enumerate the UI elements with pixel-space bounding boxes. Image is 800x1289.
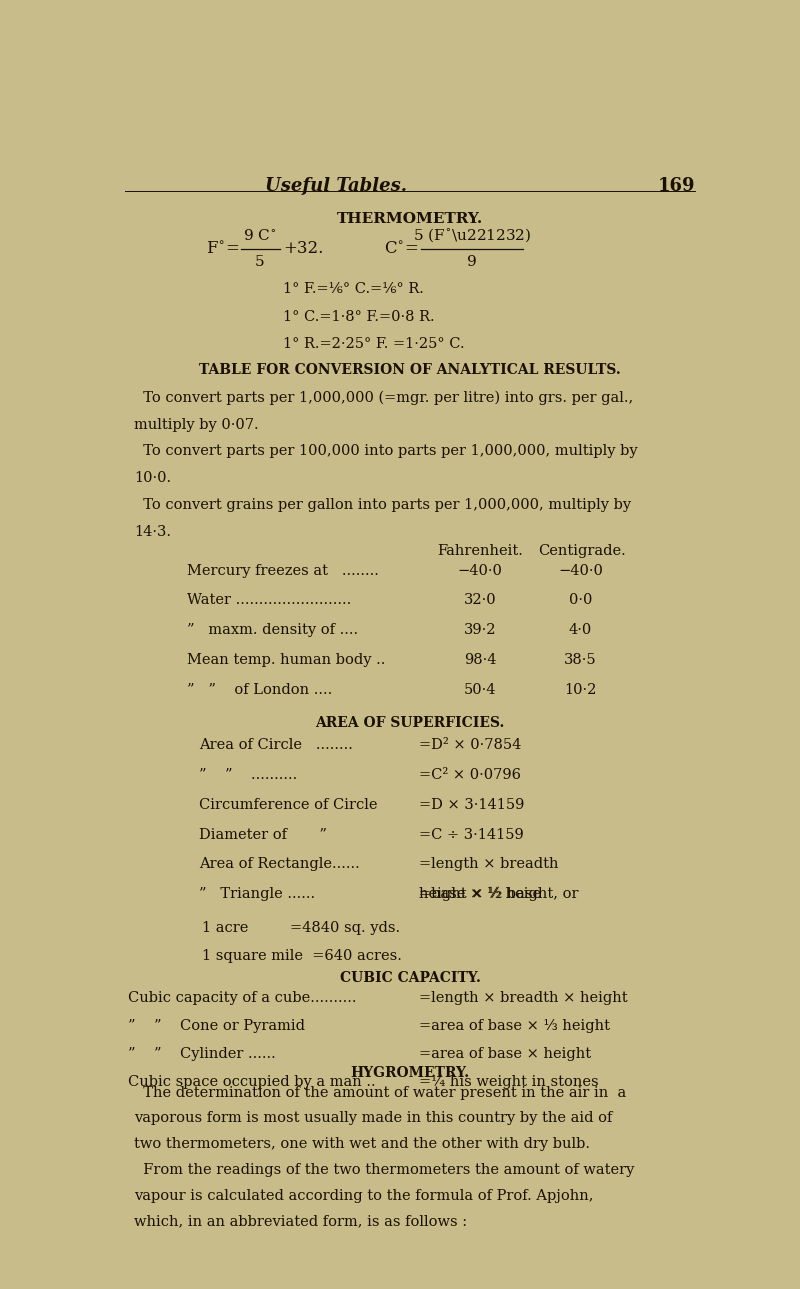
Text: =D × 3·14159: =D × 3·14159 xyxy=(419,798,525,812)
Text: 1 acre         =4840 sq. yds.: 1 acre =4840 sq. yds. xyxy=(202,920,401,935)
Text: =area of base × ⅓ height: =area of base × ⅓ height xyxy=(419,1020,610,1034)
Text: Useful Tables.: Useful Tables. xyxy=(265,177,406,195)
Text: Fahrenheit.: Fahrenheit. xyxy=(437,544,523,558)
Text: ”    ”    Cylinder ......: ” ” Cylinder ...... xyxy=(128,1047,276,1061)
Text: 50·4: 50·4 xyxy=(464,683,496,697)
Text: 14·3.: 14·3. xyxy=(134,525,171,539)
Text: ”    ”    ..........: ” ” .......... xyxy=(199,768,298,782)
Text: 5 (F$^{\circ}$\u221232): 5 (F$^{\circ}$\u221232) xyxy=(413,227,531,244)
Text: 38·5: 38·5 xyxy=(564,654,597,666)
Text: Circumference of Circle: Circumference of Circle xyxy=(199,798,378,812)
Text: 1° F.=⅙° C.=⅙° R.: 1° F.=⅙° C.=⅙° R. xyxy=(283,282,424,295)
Text: 32·0: 32·0 xyxy=(464,593,496,607)
Text: +32.: +32. xyxy=(283,241,323,258)
Text: −40·0: −40·0 xyxy=(458,563,502,577)
Text: =length × breadth: =length × breadth xyxy=(419,857,558,871)
Text: 9 C$^{\circ}$: 9 C$^{\circ}$ xyxy=(243,228,277,244)
Text: which, in an abbreviated form, is as follows :: which, in an abbreviated form, is as fol… xyxy=(134,1214,467,1228)
Text: CUBIC CAPACITY.: CUBIC CAPACITY. xyxy=(339,971,481,985)
Text: 1 square mile  =640 acres.: 1 square mile =640 acres. xyxy=(202,949,402,963)
Text: Mean temp. human body ..: Mean temp. human body .. xyxy=(187,654,385,666)
Text: =C² × 0·0796: =C² × 0·0796 xyxy=(419,768,522,782)
Text: 4·0: 4·0 xyxy=(569,623,592,637)
Text: TABLE FOR CONVERSION OF ANALYTICAL RESULTS.: TABLE FOR CONVERSION OF ANALYTICAL RESUL… xyxy=(199,363,621,378)
Text: To convert parts per 1,000,000 (=mgr. per litre) into grs. per gal.,: To convert parts per 1,000,000 (=mgr. pe… xyxy=(134,391,634,405)
Text: AREA OF SUPERFICIES.: AREA OF SUPERFICIES. xyxy=(315,717,505,731)
Text: Water .........................: Water ......................... xyxy=(187,593,351,607)
Text: Centigrade.: Centigrade. xyxy=(538,544,626,558)
Text: vapour is calculated according to the formula of Prof. Apjohn,: vapour is calculated according to the fo… xyxy=(134,1188,594,1203)
Text: −40·0: −40·0 xyxy=(558,563,603,577)
Text: height × ½ base: height × ½ base xyxy=(419,887,542,901)
Text: 98·4: 98·4 xyxy=(464,654,496,666)
Text: =¼ his weight in stones: =¼ his weight in stones xyxy=(419,1075,599,1089)
Text: 9: 9 xyxy=(467,255,477,269)
Text: ”   ”    of London ....: ” ” of London .... xyxy=(187,683,332,697)
Text: From the readings of the two thermometers the amount of watery: From the readings of the two thermometer… xyxy=(134,1163,634,1177)
Text: =area of base × height: =area of base × height xyxy=(419,1047,591,1061)
Text: 39·2: 39·2 xyxy=(464,623,496,637)
Text: two thermometers, one with wet and the other with dry bulb.: two thermometers, one with wet and the o… xyxy=(134,1137,590,1151)
Text: Area of Circle   ........: Area of Circle ........ xyxy=(199,739,353,753)
Text: 0·0: 0·0 xyxy=(569,593,592,607)
Text: 169: 169 xyxy=(658,177,695,195)
Text: Cubic space occupied by a man ..: Cubic space occupied by a man .. xyxy=(128,1075,375,1089)
Text: =length × breadth × height: =length × breadth × height xyxy=(419,991,628,1005)
Text: Diameter of       ”: Diameter of ” xyxy=(199,828,327,842)
Text: vaporous form is most usually made in this country by the aid of: vaporous form is most usually made in th… xyxy=(134,1111,613,1125)
Text: Area of Rectangle......: Area of Rectangle...... xyxy=(199,857,360,871)
Text: =C ÷ 3·14159: =C ÷ 3·14159 xyxy=(419,828,524,842)
Text: To convert grains per gallon into parts per 1,000,000, multiply by: To convert grains per gallon into parts … xyxy=(134,498,631,512)
Text: ”   maxm. density of ....: ” maxm. density of .... xyxy=(187,623,358,637)
Text: ”   Triangle ......: ” Triangle ...... xyxy=(199,887,315,901)
Text: The determination of the amount of water present in the air in  a: The determination of the amount of water… xyxy=(134,1085,626,1100)
Text: HYGROMETRY.: HYGROMETRY. xyxy=(350,1066,470,1080)
Text: =base × ½ height, or: =base × ½ height, or xyxy=(419,887,578,901)
Text: To convert parts per 100,000 into parts per 1,000,000, multiply by: To convert parts per 100,000 into parts … xyxy=(134,445,638,459)
Text: Cubic capacity of a cube..........: Cubic capacity of a cube.......... xyxy=(128,991,357,1005)
Text: 1° R.=2·25° F. =1·25° C.: 1° R.=2·25° F. =1·25° C. xyxy=(283,338,465,352)
Text: THERMOMETRY.: THERMOMETRY. xyxy=(337,213,483,227)
Text: 5: 5 xyxy=(255,255,265,269)
Text: 10·2: 10·2 xyxy=(564,683,597,697)
Text: Mercury freezes at   ........: Mercury freezes at ........ xyxy=(187,563,378,577)
Text: multiply by 0·07.: multiply by 0·07. xyxy=(134,418,258,432)
Text: =D² × 0·7854: =D² × 0·7854 xyxy=(419,739,522,753)
Text: 10·0.: 10·0. xyxy=(134,472,171,485)
Text: ”    ”    Cone or Pyramid: ” ” Cone or Pyramid xyxy=(128,1020,305,1034)
Text: F$^{\circ}$=: F$^{\circ}$= xyxy=(206,241,239,258)
Text: C$^{\circ}$=: C$^{\circ}$= xyxy=(385,241,419,258)
Text: 1° C.=1·8° F.=0·8 R.: 1° C.=1·8° F.=0·8 R. xyxy=(283,309,434,324)
